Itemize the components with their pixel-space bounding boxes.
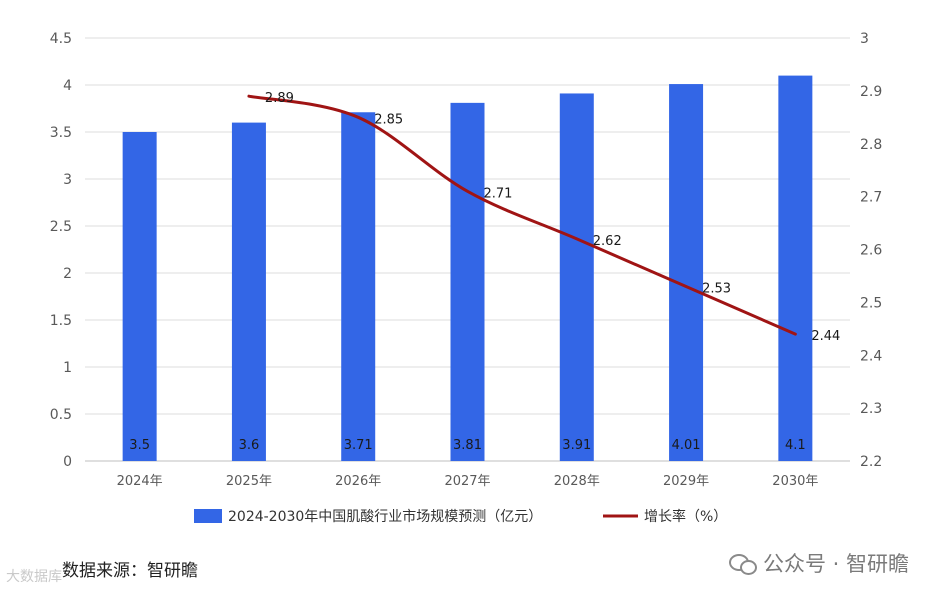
line-data-label: 2.62 xyxy=(593,234,622,249)
x-tick-label: 2024年 xyxy=(117,474,163,489)
y-left-tick-label: 1.5 xyxy=(50,313,72,329)
y-left-tick-label: 4.5 xyxy=(50,31,72,47)
y-right-tick-label: 2.6 xyxy=(860,243,882,259)
watermark-left: 大数据库 xyxy=(6,569,62,585)
bar-data-label: 3.81 xyxy=(453,438,482,453)
x-tick-label: 2029年 xyxy=(663,474,709,489)
legend-line-label: 增长率（%） xyxy=(644,508,727,525)
line-data-label: 2.89 xyxy=(265,91,294,106)
bar xyxy=(122,132,157,461)
line-data-label: 2.85 xyxy=(374,112,403,127)
y-left-tick-label: 0.5 xyxy=(50,407,72,423)
legend-bar-swatch xyxy=(194,509,222,523)
y-right-tick-label: 3 xyxy=(860,31,869,47)
bar xyxy=(341,112,376,461)
bar-data-label: 3.5 xyxy=(129,438,150,453)
x-tick-label: 2030年 xyxy=(772,474,818,489)
bar xyxy=(450,102,485,462)
bar-data-label: 3.91 xyxy=(562,438,591,453)
line-data-label: 2.53 xyxy=(702,282,731,297)
watermark-right-text: 公众号 · 智研瞻 xyxy=(762,552,909,576)
bar xyxy=(669,84,704,461)
line-data-label: 2.71 xyxy=(484,186,513,201)
y-right-tick-label: 2.8 xyxy=(860,137,882,153)
x-tick-label: 2025年 xyxy=(226,474,272,489)
bar-data-label: 3.6 xyxy=(239,438,260,453)
y-right-tick-label: 2.9 xyxy=(860,84,882,100)
bar-data-label: 4.01 xyxy=(672,438,701,453)
x-tick-label: 2026年 xyxy=(335,474,381,489)
watermark-right: 公众号 · 智研瞻 xyxy=(728,548,909,578)
wechat-icon xyxy=(728,552,757,575)
growth-rate-line xyxy=(247,94,797,336)
y-right-tick-label: 2.7 xyxy=(860,190,882,206)
data-source-text: 数据来源：智研瞻 xyxy=(62,561,198,581)
legend-bar-label: 2024-2030年中国肌酸行业市场规模预测（亿元） xyxy=(228,508,542,525)
y-left-tick-label: 2.5 xyxy=(50,219,72,235)
y-left-tick-label: 4 xyxy=(63,78,72,94)
y-right-tick-label: 2.4 xyxy=(860,348,882,364)
x-tick-label: 2028年 xyxy=(554,474,600,489)
line-data-label: 2.44 xyxy=(811,329,840,344)
x-tick-label: 2027年 xyxy=(444,474,490,489)
y-left-tick-label: 3.5 xyxy=(50,125,72,141)
y-left-tick-label: 3 xyxy=(63,172,72,188)
bar xyxy=(231,122,266,461)
y-right-tick-label: 2.3 xyxy=(860,401,882,417)
bar-data-label: 3.71 xyxy=(344,438,373,453)
y-right-tick-label: 2.5 xyxy=(860,295,882,311)
y-left-tick-label: 2 xyxy=(63,266,72,282)
bar xyxy=(559,93,594,462)
bar-data-label: 4.1 xyxy=(785,438,806,453)
y-right-tick-label: 2.2 xyxy=(860,454,882,470)
y-left-tick-label: 1 xyxy=(63,360,72,376)
y-left-tick-label: 0 xyxy=(63,454,72,470)
bar xyxy=(778,75,813,461)
